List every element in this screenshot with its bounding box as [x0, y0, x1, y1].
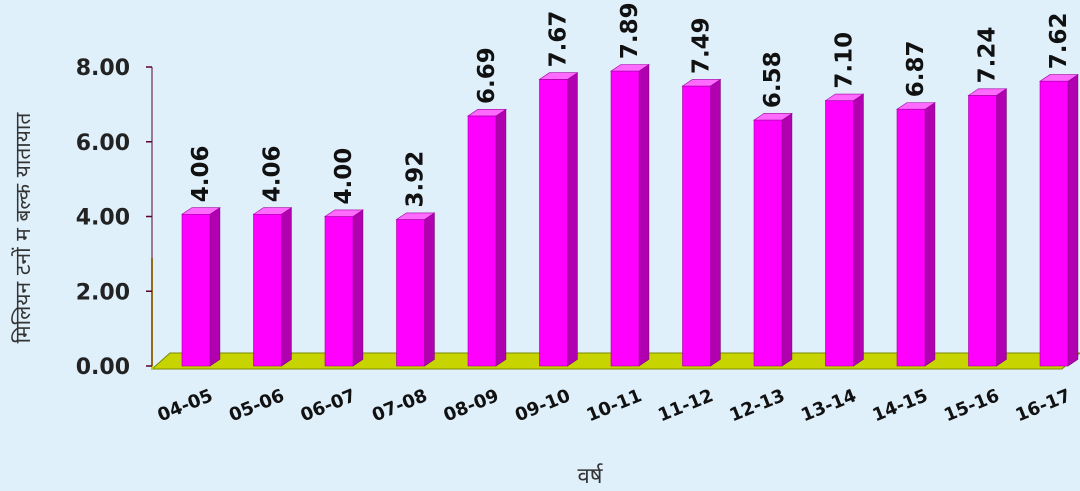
- bar-front-face: [896, 108, 926, 367]
- y-tick-label: 2.00: [76, 280, 130, 305]
- bar-value-label: 4.00: [331, 148, 357, 205]
- bar-value-label: 7.24: [975, 27, 1001, 84]
- x-tick-label: 16-17: [1013, 385, 1074, 426]
- bar-top-face: [967, 88, 1008, 96]
- bar-value-label: 3.92: [403, 151, 429, 208]
- y-axis-title: मिलियन टनों म बल्क यातायात: [11, 112, 35, 344]
- bar-side-face: [1067, 74, 1079, 367]
- bar-front-face: [396, 219, 425, 367]
- bar-value-label: 6.58: [760, 51, 786, 108]
- bar-side-face: [853, 93, 864, 367]
- bar-top-face: [610, 64, 650, 72]
- bar: [395, 212, 436, 367]
- bar-front-face: [181, 213, 211, 367]
- bar-front-face: [610, 70, 640, 367]
- bar-side-face: [424, 212, 435, 367]
- bar-top-face: [753, 113, 793, 121]
- bar: [252, 207, 293, 367]
- x-tick-label: 09-10: [512, 385, 573, 426]
- bar: [753, 112, 793, 367]
- bar: [824, 93, 865, 367]
- y-tick-label: 6.00: [76, 131, 130, 156]
- bar-value-label: 7.10: [832, 32, 858, 89]
- x-tick-label: 04-05: [155, 385, 216, 426]
- y-tick-label: 8.00: [76, 56, 130, 81]
- bar-top-face: [181, 207, 221, 215]
- x-tick-label: 15-16: [941, 385, 1002, 426]
- bar-front-face: [539, 79, 568, 367]
- bar-side-face: [924, 102, 936, 367]
- x-axis-title: वर्ष: [578, 463, 604, 489]
- bar-side-face: [710, 78, 721, 367]
- x-tick-label: 08-09: [441, 385, 502, 426]
- x-tick-label: 12-13: [727, 385, 788, 426]
- bar-front-face: [825, 100, 854, 367]
- bar-value-label: 7.89: [617, 2, 643, 59]
- x-tick-label: 11-12: [655, 385, 716, 426]
- y-tick-label: 0.00: [76, 355, 130, 380]
- bar-top-face: [324, 209, 364, 217]
- bar-value-label: 6.87: [903, 40, 929, 97]
- bar-front-face: [253, 213, 282, 367]
- x-tick-label: 07-08: [369, 385, 430, 426]
- bar: [1039, 74, 1079, 367]
- bar-top-face: [467, 109, 507, 117]
- x-tick-label: 10-11: [584, 385, 645, 426]
- bar-front-face: [753, 119, 783, 367]
- bar-value-label: 4.06: [188, 146, 214, 203]
- y-tick-label: 4.00: [76, 206, 130, 231]
- bar-top-face: [681, 79, 722, 87]
- bar: [896, 102, 936, 367]
- chart-bars: [181, 63, 1079, 367]
- bar-side-face: [638, 63, 650, 367]
- bar-value-label: 4.06: [260, 146, 286, 203]
- bar-value-label: 7.67: [546, 11, 572, 68]
- bar-front-face: [682, 85, 711, 367]
- bar-value-label: 7.62: [1046, 12, 1072, 69]
- bar-value-label: 6.69: [474, 47, 500, 104]
- x-tick-label: 06-07: [298, 385, 359, 426]
- bar-front-face: [968, 95, 997, 367]
- bar-side-face: [996, 88, 1007, 367]
- bar: [967, 88, 1008, 367]
- bar-side-face: [781, 112, 793, 367]
- bar: [467, 108, 507, 367]
- bar-side-face: [209, 207, 221, 367]
- bar-top-face: [538, 72, 579, 80]
- bar-front-face: [1039, 80, 1069, 367]
- bar: [610, 63, 650, 367]
- bar-front-face: [324, 216, 354, 367]
- bar-top-face: [824, 93, 865, 101]
- x-tick-label: 14-15: [870, 385, 931, 426]
- bar-top-face: [896, 102, 936, 110]
- bar-top-face: [395, 212, 436, 220]
- bar-side-face: [352, 209, 364, 367]
- bar: [681, 78, 722, 367]
- chart-axis-layer: 0.00 2.00 4.00 6.00 8.00: [76, 56, 153, 380]
- bar-side-face: [281, 207, 292, 367]
- bar: [538, 72, 579, 367]
- bar-top-face: [1039, 74, 1079, 82]
- x-tick-label: 13-14: [798, 385, 859, 426]
- x-tick-label: 05-06: [226, 385, 287, 426]
- bar-top-face: [252, 207, 293, 215]
- bar: [181, 207, 221, 367]
- bar-front-face: [467, 115, 497, 367]
- bar-side-face: [495, 108, 507, 367]
- bar-value-label: 7.49: [689, 17, 715, 74]
- bar-side-face: [567, 72, 578, 367]
- bar: [324, 209, 364, 367]
